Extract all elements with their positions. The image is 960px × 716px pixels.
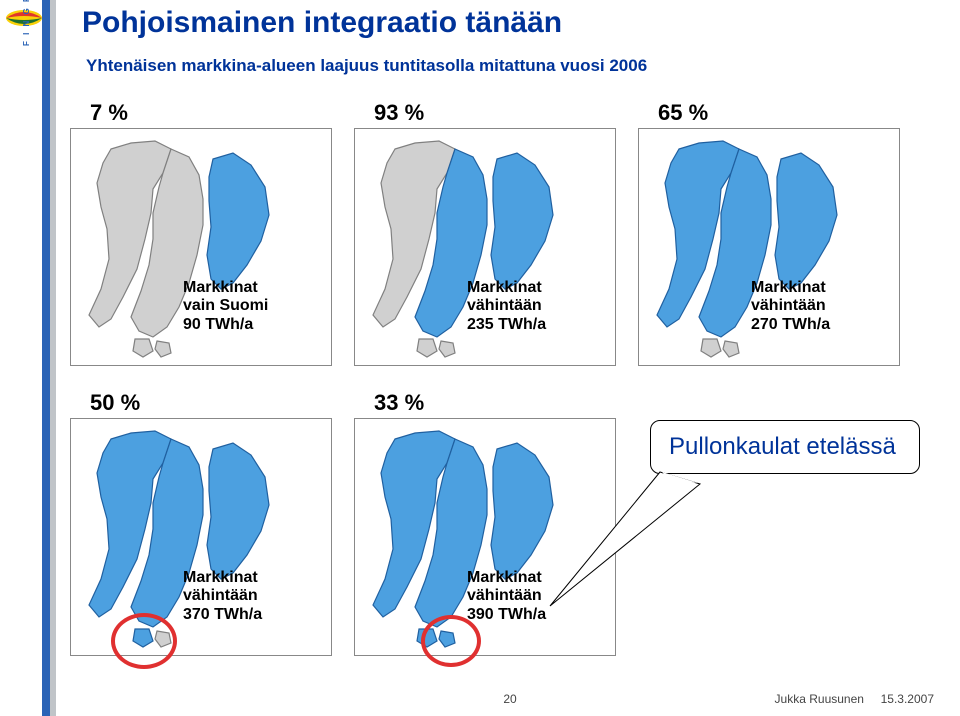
region-denmark_w [133,629,153,647]
region-denmark_w [417,629,437,647]
callout-text: Pullonkaulat etelässä [650,420,920,474]
map-caption: Markkinatvähintään235 TWh/a [467,279,546,334]
map-cell: 50 % Markkinatvähintään370 TWh/a [70,390,330,656]
nordic-map: Markkinatvähintään390 TWh/a [354,418,616,656]
slide-title: Pohjoismainen integraatio tänään [82,6,562,40]
pct-label: 7 % [70,100,128,126]
region-denmark_w [701,339,721,357]
map-caption: Markkinatvähintään370 TWh/a [183,569,262,624]
map-cell: 33 % Markkinatvähintään390 TWh/a [354,390,614,656]
region-denmark_e [439,631,455,647]
pct-label: 33 % [354,390,424,416]
region-denmark_e [155,631,171,647]
callout: Pullonkaulat etelässä [650,420,920,474]
nordic-map: Markkinatvain Suomi90 TWh/a [70,128,332,366]
footer-author: Jukka Ruusunen [775,692,864,706]
region-denmark_e [155,341,171,357]
region-finland [775,153,837,289]
region-denmark_w [417,339,437,357]
fingrid-logo-sidebar: F I N G R I D [0,0,56,716]
region-denmark_e [439,341,455,357]
slide-subtitle: Yhtenäisen markkina-alueen laajuus tunti… [86,56,647,76]
pct-label: 50 % [70,390,140,416]
region-denmark_w [133,339,153,357]
svg-text:F I N G R I D: F I N G R I D [22,0,31,46]
pct-label: 93 % [354,100,424,126]
region-finland [207,153,269,289]
map-caption: Markkinatvähintään270 TWh/a [751,279,830,334]
footer-date: 15.3.2007 [881,692,934,706]
region-finland [491,153,553,289]
footer-page-number: 20 [503,692,516,706]
pct-label: 65 % [638,100,708,126]
map-cell: 93 % Markkinatvähintään235 TWh/a [354,100,614,366]
map-cell: 65 % Markkinatvähintään270 TWh/a [638,100,898,366]
map-caption: Markkinatvain Suomi90 TWh/a [183,279,268,334]
nordic-map: Markkinatvähintään235 TWh/a [354,128,616,366]
nordic-map: Markkinatvähintään270 TWh/a [638,128,900,366]
map-caption: Markkinatvähintään390 TWh/a [467,569,546,624]
nordic-map: Markkinatvähintään370 TWh/a [70,418,332,656]
region-finland [207,443,269,579]
region-finland [491,443,553,579]
region-denmark_e [723,341,739,357]
footer-author-date: Jukka Ruusunen 15.3.2007 [775,692,934,706]
map-cell: 7 % Markkinatvain Suomi90 TWh/a [70,100,330,366]
